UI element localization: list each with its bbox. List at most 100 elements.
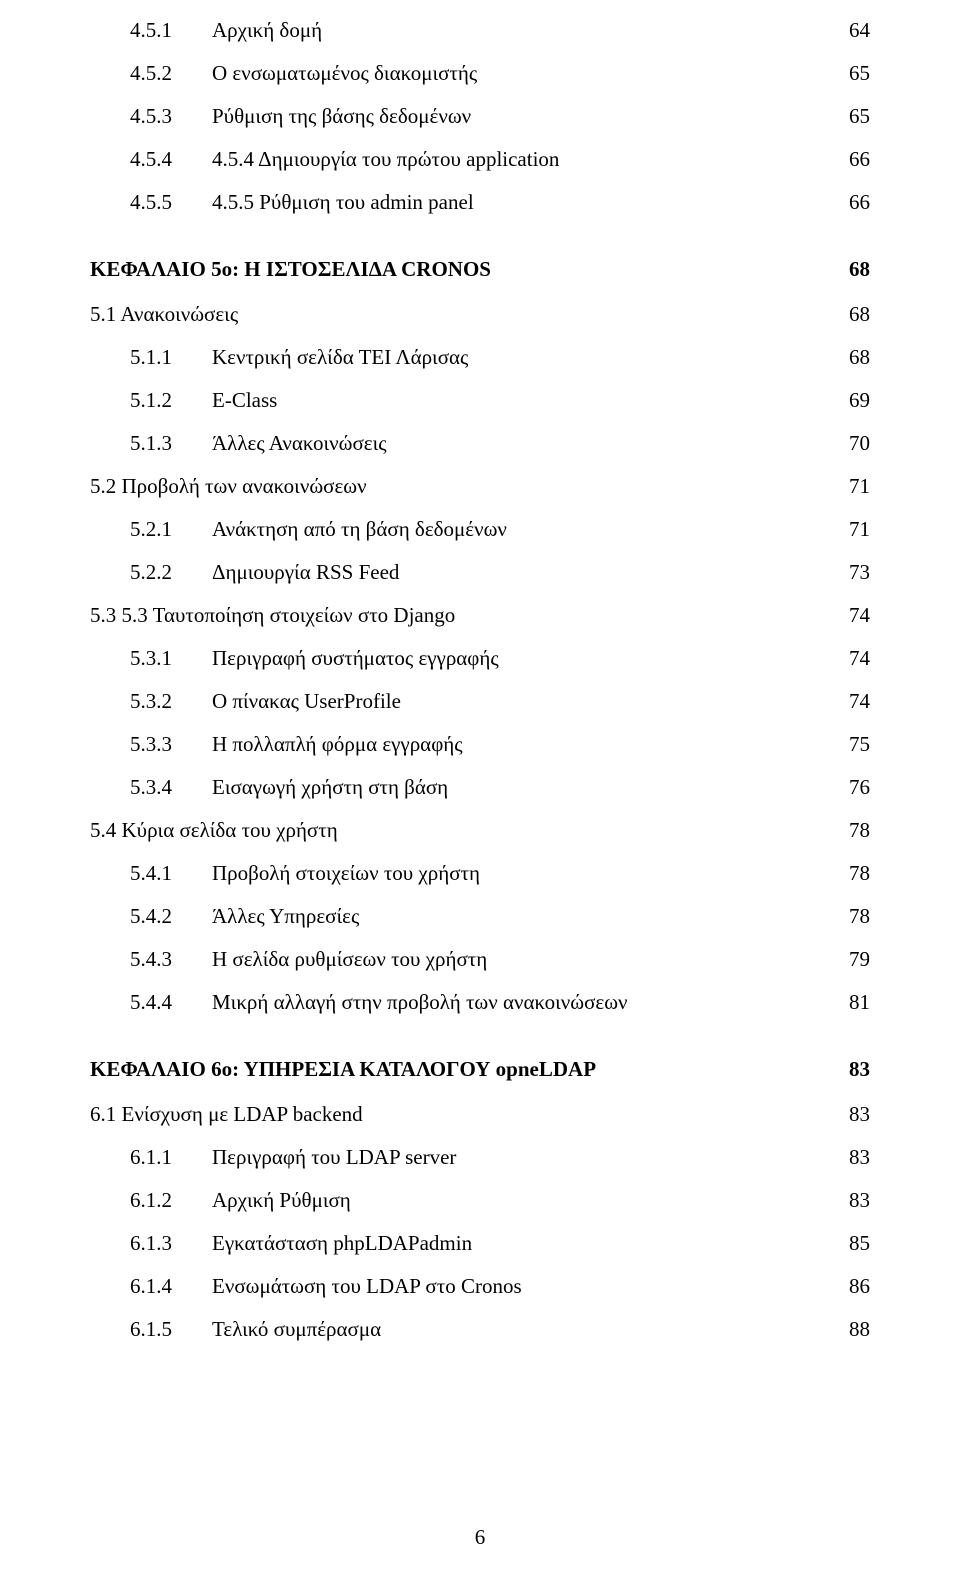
toc-entry-title: 4.5.4 Δημιουργία του πρώτου application <box>212 147 559 171</box>
toc-entry-number: 4.5.2 <box>130 63 212 84</box>
toc-entry-number: 5.3.3 <box>130 734 212 755</box>
toc-entry-title: Κεντρική σελίδα ΤΕΙ Λάρισας <box>212 345 468 369</box>
toc-entry: 6.1.4Ενσωμάτωση του LDAP στο Cronos86 <box>90 1276 870 1297</box>
toc-entry: 5.3.4Εισαγωγή χρήστη στη βάση 76 <box>90 777 870 798</box>
toc-entry-number: 6.1.4 <box>130 1276 212 1297</box>
toc-entry-number: 5.3.4 <box>130 777 212 798</box>
toc-block-ch6: 6.1 Ενίσχυση με LDAP backend 836.1.1Περιγ… <box>90 1104 870 1340</box>
toc-entry-page: 66 <box>834 192 870 213</box>
toc-entry: 6.1.3Εγκατάσταση phpLDAPadmin85 <box>90 1233 870 1254</box>
toc-entry-left: 5.1 Ανακοινώσεις <box>90 304 834 325</box>
toc-entry-left: 4.5.54.5.5 Ρύθμιση του admin panel <box>130 192 834 213</box>
toc-entry-left: 4.5.1Αρχική δομή <box>130 20 834 41</box>
toc-entry-left: 5.2.1Ανάκτηση από τη βάση δεδομένων <box>130 519 834 540</box>
toc-entry: 5.1.1Κεντρική σελίδα ΤΕΙ Λάρισας68 <box>90 347 870 368</box>
toc-entry: 5.4 Κύρια σελίδα του χρήστη78 <box>90 820 870 841</box>
toc-entry: 5.4.1Προβολή στοιχείων του χρήστη 78 <box>90 863 870 884</box>
toc-entry-number: 5.2.1 <box>130 519 212 540</box>
toc-entry: 5.1.2E-Class69 <box>90 390 870 411</box>
toc-entry-left: 6.1.1Περιγραφή του LDAP server <box>130 1147 834 1168</box>
toc-entry-title: Εισαγωγή χρήστη στη βάση <box>212 775 448 799</box>
toc-entry: 5.1.3Άλλες Ανακοινώσεις70 <box>90 433 870 454</box>
toc-entry-left: 5.4 Κύρια σελίδα του χρήστη <box>90 820 834 841</box>
toc-entry: 4.5.2Ο ενσωματωμένος διακομιστής65 <box>90 63 870 84</box>
toc-entry-left: 4.5.44.5.4 Δημιουργία του πρώτου applica… <box>130 149 834 170</box>
toc-entry-number: 5.3.1 <box>130 648 212 669</box>
toc-entry-number: 4.5.5 <box>130 192 212 213</box>
toc-entry: 6.1.1Περιγραφή του LDAP server83 <box>90 1147 870 1168</box>
toc-entry-left: 5.3.2Ο πίνακας UserProfile <box>130 691 834 712</box>
toc-entry-title: 6.1 Ενίσχυση με LDAP backend <box>90 1102 363 1126</box>
toc-entry-title: 5.1 Ανακοινώσεις <box>90 302 238 326</box>
toc-entry-left: 6.1.2Αρχική Ρύθμιση <box>130 1190 834 1211</box>
toc-entry-title: Δημιουργία RSS Feed <box>212 560 399 584</box>
toc-entry-number: 6.1.3 <box>130 1233 212 1254</box>
toc-entry-page: 83 <box>834 1147 870 1168</box>
toc-entry-title: 5.3 5.3 Ταυτοποίηση στοιχείων στο Django <box>90 603 455 627</box>
toc-entry-title: Ο ενσωματωμένος διακομιστής <box>212 61 477 85</box>
toc-entry: 5.3.2Ο πίνακας UserProfile74 <box>90 691 870 712</box>
toc-entry-number: 5.2.2 <box>130 562 212 583</box>
toc-entry-left: 5.2 Προβολή των ανακοινώσεων <box>90 476 834 497</box>
toc-entry-number: 5.3.2 <box>130 691 212 712</box>
toc-entry: 5.3 5.3 Ταυτοποίηση στοιχείων στο Django… <box>90 605 870 626</box>
toc-entry-left: 5.1.2E-Class <box>130 390 834 411</box>
toc-entry-left: 6.1.3Εγκατάσταση phpLDAPadmin <box>130 1233 834 1254</box>
toc-entry-page: 88 <box>834 1319 870 1340</box>
toc-entry-number: 5.1.2 <box>130 390 212 411</box>
toc-entry-page: 69 <box>834 390 870 411</box>
toc-entry-page: 81 <box>834 992 870 1013</box>
toc-entry-page: 74 <box>834 605 870 626</box>
toc-entry-number: 5.4.2 <box>130 906 212 927</box>
toc-entry-number: 6.1.5 <box>130 1319 212 1340</box>
toc-entry-title: H σελίδα ρυθμίσεων του χρήστη <box>212 947 487 971</box>
toc-entry-page: 78 <box>834 820 870 841</box>
toc-entry: 5.4.2Άλλες Υπηρεσίες78 <box>90 906 870 927</box>
toc-entry: 5.3.1Περιγραφή συστήματος εγγραφής74 <box>90 648 870 669</box>
toc-entry-title: E-Class <box>212 388 277 412</box>
footer-page-number: 6 <box>0 1525 960 1550</box>
toc-entry-page: 68 <box>834 347 870 368</box>
toc-entry-page: 79 <box>834 949 870 970</box>
toc-page: 4.5.1Αρχική δομή644.5.2Ο ενσωματωμένος δ… <box>0 0 960 1580</box>
chapter-5-page: 68 <box>834 257 870 282</box>
toc-entry-left: 6.1.4Ενσωμάτωση του LDAP στο Cronos <box>130 1276 834 1297</box>
toc-entry-title: Μικρή αλλαγή στην προβολή των ανακοινώσε… <box>212 990 628 1014</box>
chapter-5-title: ΚΕΦΑΛΑΙΟ 5ο: Η ΙΣΤΟΣΕΛΙΔΑ CRONOS <box>90 257 491 282</box>
toc-entry-page: 78 <box>834 906 870 927</box>
toc-entry-left: 4.5.3Ρύθμιση της βάσης δεδομένων <box>130 106 834 127</box>
toc-entry-page: 65 <box>834 63 870 84</box>
toc-entry: 4.5.54.5.5 Ρύθμιση του admin panel66 <box>90 192 870 213</box>
toc-entry-left: 5.3.1Περιγραφή συστήματος εγγραφής <box>130 648 834 669</box>
toc-block-pre: 4.5.1Αρχική δομή644.5.2Ο ενσωματωμένος δ… <box>90 20 870 213</box>
toc-entry-page: 66 <box>834 149 870 170</box>
toc-entry-page: 76 <box>834 777 870 798</box>
toc-entry-title: Αρχική δομή <box>212 18 322 42</box>
toc-entry-left: 5.2.2Δημιουργία RSS Feed <box>130 562 834 583</box>
toc-entry-title: Άλλες Ανακοινώσεις <box>212 431 387 455</box>
toc-entry-page: 86 <box>834 1276 870 1297</box>
toc-entry: 4.5.44.5.4 Δημιουργία του πρώτου applica… <box>90 149 870 170</box>
toc-entry-page: 64 <box>834 20 870 41</box>
toc-entry-title: Η πολλαπλή φόρμα εγγραφής <box>212 732 463 756</box>
toc-entry-title: Προβολή στοιχείων του χρήστη <box>212 861 480 885</box>
chapter-6-heading: ΚΕΦΑΛΑΙΟ 6ο: ΥΠΗΡΕΣΙΑ ΚΑΤΑΛΟΓΟΥ opneLDAP… <box>90 1057 870 1082</box>
toc-entry-number: 4.5.1 <box>130 20 212 41</box>
toc-entry: 4.5.3Ρύθμιση της βάσης δεδομένων65 <box>90 106 870 127</box>
toc-entry: 4.5.1Αρχική δομή64 <box>90 20 870 41</box>
toc-entry-title: Αρχική Ρύθμιση <box>212 1188 351 1212</box>
toc-entry: 5.2.1Ανάκτηση από τη βάση δεδομένων71 <box>90 519 870 540</box>
toc-entry: 5.2 Προβολή των ανακοινώσεων71 <box>90 476 870 497</box>
toc-entry-left: 5.4.4Μικρή αλλαγή στην προβολή των ανακο… <box>130 992 834 1013</box>
toc-entry: 5.3.3Η πολλαπλή φόρμα εγγραφής75 <box>90 734 870 755</box>
chapter-6-title: ΚΕΦΑΛΑΙΟ 6ο: ΥΠΗΡΕΣΙΑ ΚΑΤΑΛΟΓΟΥ opneLDAP <box>90 1057 596 1082</box>
toc-entry-left: 5.3 5.3 Ταυτοποίηση στοιχείων στο Django <box>90 605 834 626</box>
toc-entry: 5.1 Ανακοινώσεις68 <box>90 304 870 325</box>
toc-entry-title: Ο πίνακας UserProfile <box>212 689 401 713</box>
toc-entry-left: 5.1.3Άλλες Ανακοινώσεις <box>130 433 834 454</box>
toc-entry-page: 70 <box>834 433 870 454</box>
toc-entry-left: 4.5.2Ο ενσωματωμένος διακομιστής <box>130 63 834 84</box>
toc-entry-left: 5.1.1Κεντρική σελίδα ΤΕΙ Λάρισας <box>130 347 834 368</box>
toc-entry-number: 5.4.1 <box>130 863 212 884</box>
toc-entry-page: 78 <box>834 863 870 884</box>
